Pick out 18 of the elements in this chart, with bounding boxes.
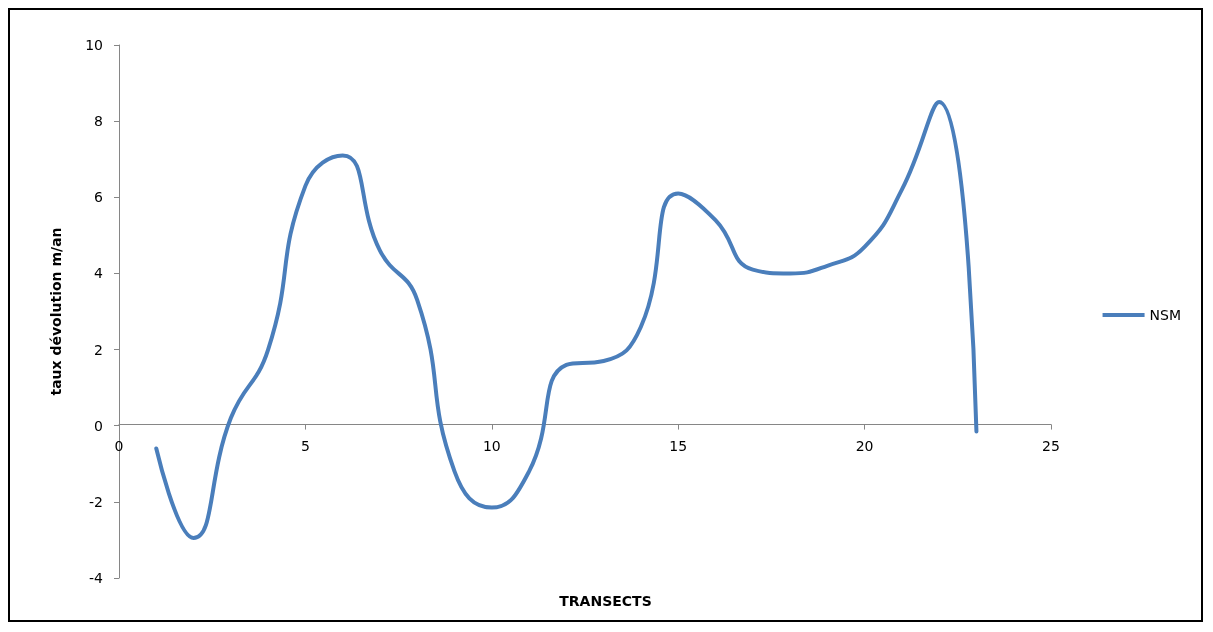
x-tick-label: 25 — [1042, 437, 1060, 454]
y-tick-label: 8 — [94, 113, 103, 130]
y-tick-label: 10 — [85, 37, 103, 53]
y-tick-label: -4 — [89, 570, 104, 586]
y-axis-title: taux dévolution m/an — [48, 227, 64, 396]
x-tick-label: 0 — [114, 437, 124, 454]
y-tick-label: -2 — [89, 493, 103, 510]
x-tick-label: 15 — [669, 437, 688, 454]
y-tick-label: 6 — [94, 189, 104, 206]
y-tick-label: 0 — [94, 417, 103, 434]
x-tick-label: 10 — [482, 437, 501, 454]
legend-label: NSM — [1149, 307, 1182, 323]
x-axis-title: TRANSECTS — [559, 593, 652, 609]
y-tick-label: 2 — [94, 341, 103, 358]
x-tick-label: 20 — [855, 437, 874, 454]
x-tick-label: 5 — [300, 437, 310, 454]
line-series — [154, 100, 979, 541]
y-tick-label: 4 — [94, 265, 104, 282]
